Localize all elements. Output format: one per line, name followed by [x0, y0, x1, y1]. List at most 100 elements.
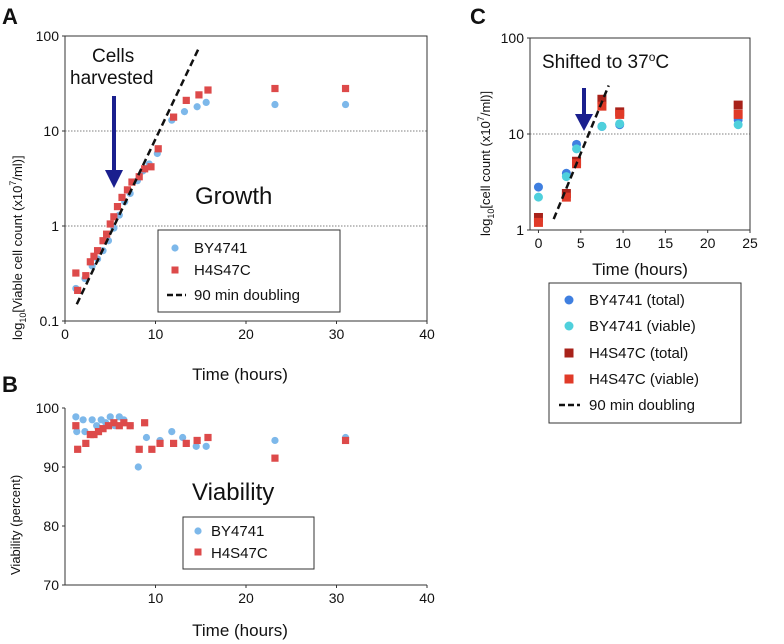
x-tick-label-30: 30 — [329, 326, 345, 342]
x-tick-label-30: 30 — [329, 590, 345, 606]
point-h4s47c — [82, 439, 90, 447]
point-by4741 — [192, 442, 200, 450]
point-by4741-viable — [597, 121, 607, 131]
point-h4s47c — [193, 436, 201, 445]
point-h4s47c — [204, 86, 212, 94]
legend-marker-by4741 — [194, 527, 202, 535]
point-h4s47c — [128, 178, 136, 186]
panel-a-y-tick-labels: 0.1 1 10 100 — [36, 28, 65, 329]
point-h4s47c — [110, 419, 118, 427]
panel-a-arrow-head — [105, 170, 123, 188]
point-h4s47c — [204, 433, 212, 442]
panel-c-annotation: Shifted to 37oC — [542, 50, 669, 73]
point-h4s47c — [170, 113, 178, 121]
point-h4s47c — [123, 186, 132, 194]
point-h4s47c — [141, 165, 149, 173]
point-h4s47c — [103, 230, 111, 238]
x-tick-label-5: 5 — [577, 235, 585, 251]
panel-b-x-axis-label: Time (hours) — [192, 621, 288, 640]
x-tick-label-40: 40 — [419, 326, 435, 342]
x-tick-label-15: 15 — [658, 235, 674, 251]
point-h4s47c — [94, 428, 103, 436]
legend-label-doubling: 90 min doubling — [589, 397, 695, 414]
point-h4s47c-viable — [533, 217, 543, 227]
point-h4s47c — [93, 247, 102, 255]
panel-c-y-tick-labels: 1 10 100 — [501, 30, 530, 238]
y-tick-label-0-1: 0.1 — [40, 313, 60, 329]
point-h4s47c — [74, 286, 82, 294]
series-line-90-min-doubling — [75, 47, 201, 305]
legend-marker-h4s47c — [194, 548, 202, 556]
point-by4741-viable — [572, 144, 582, 154]
point-h4s47c-total — [597, 94, 607, 104]
point-h4s47c — [271, 84, 279, 93]
point-by4741 — [180, 108, 189, 116]
x-tick-label-20: 20 — [700, 235, 716, 251]
point-by4741 — [179, 433, 187, 442]
point-h4s47c — [72, 269, 80, 277]
x-tick-label-0: 0 — [61, 326, 69, 342]
point-by4741 — [134, 463, 142, 471]
point-by4741 — [142, 433, 151, 442]
point-h4s47c-viable — [561, 192, 571, 202]
legend-label-h4s47c-total: H4S47C (total) — [589, 345, 688, 362]
point-h4s47c — [135, 445, 143, 453]
point-h4s47c — [99, 425, 107, 433]
point-by4741 — [88, 416, 96, 424]
legend-label-h4s47c-viable: H4S47C (viable) — [589, 371, 699, 388]
point-h4s47c — [90, 252, 98, 260]
point-by4741 — [81, 428, 89, 436]
y-tick-label-100: 100 — [501, 30, 525, 46]
point-h4s47c — [72, 422, 80, 430]
point-by4741 — [193, 103, 201, 111]
panel-b-legend: BY4741 H4S47C — [182, 516, 315, 570]
point-h4s47c — [135, 173, 143, 181]
y-tick-label-80: 80 — [43, 518, 59, 534]
point-by4741 — [93, 422, 101, 430]
panel-a-arrow — [105, 96, 123, 188]
panel-a-x-tick-labels: 0 10 20 30 40 — [61, 321, 435, 342]
panel-b-y-axis-label: Viability (percent) — [8, 475, 23, 575]
point-by4741-viable — [733, 120, 743, 130]
legend-label-h4s47c: H4S47C — [194, 262, 251, 279]
panel-a-annotation-line2: harvested — [70, 68, 153, 89]
point-by4741 — [341, 100, 350, 109]
point-h4s47c — [341, 84, 350, 93]
point-by4741-viable — [533, 192, 543, 202]
point-by4741 — [79, 416, 87, 424]
legend-label-by4741: BY4741 — [211, 523, 264, 540]
point-h4s47c — [154, 145, 162, 153]
panel-c-y-axis-label: log10[cell count (x107/ml)] — [476, 91, 496, 236]
panel-a-title: Growth — [195, 183, 272, 210]
panel-b-x-tick-labels: 10 20 30 40 — [148, 585, 435, 606]
y-tick-label-100: 100 — [36, 28, 60, 44]
point-h4s47c — [182, 96, 190, 104]
point-h4s47c — [141, 419, 149, 427]
legend-marker-by4741-total — [564, 295, 574, 305]
point-h4s47c — [104, 422, 113, 430]
panel-a-gridlines — [65, 130, 427, 227]
point-h4s47c — [271, 454, 279, 462]
point-h4s47c — [99, 237, 107, 245]
panel-b-y-tick-labels: 70 80 90 100 — [36, 400, 65, 593]
legend-label-by4741: BY4741 — [194, 240, 247, 257]
panel-b-title: Viability — [192, 479, 274, 506]
panel-a-x-axis-label: Time (hours) — [192, 365, 288, 384]
point-h4s47c — [147, 163, 155, 171]
point-by4741-total — [533, 182, 543, 192]
panel-a-letter: A — [2, 4, 18, 29]
x-tick-label-25: 25 — [742, 235, 758, 251]
panel-a-legend-box — [157, 229, 341, 313]
point-by4741-viable — [615, 119, 625, 129]
point-h4s47c — [113, 203, 122, 211]
point-h4s47c — [182, 439, 190, 447]
panel-b-legend-box — [182, 516, 315, 570]
point-h4s47c-viable — [597, 101, 607, 111]
legend-label-by4741-viable: BY4741 (viable) — [589, 318, 696, 335]
panel-c-x-tick-labels: 0 5 10 15 20 25 — [535, 230, 758, 251]
point-h4s47c — [82, 272, 90, 280]
legend-label-doubling: 90 min doubling — [194, 287, 300, 304]
point-by4741 — [202, 442, 210, 450]
panel-a: A 0.1 1 10 100 0 10 20 30 40 Time (hours) log10… — [2, 4, 435, 384]
